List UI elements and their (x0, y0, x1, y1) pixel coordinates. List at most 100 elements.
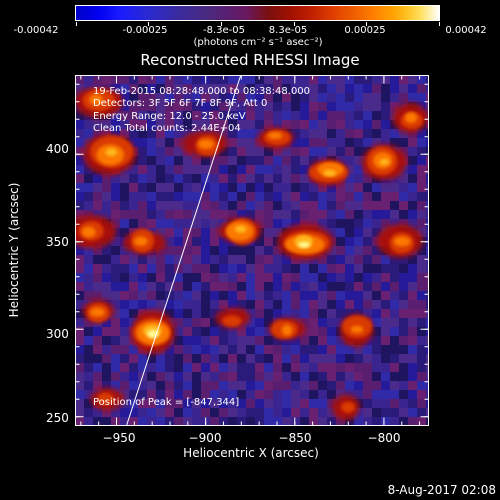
heatmap-cell (273, 147, 282, 156)
heatmap-cell (156, 75, 165, 84)
heatmap-cell (111, 408, 120, 417)
heatmap-cell (183, 345, 192, 354)
colorbar-tick (439, 22, 440, 26)
heatmap-cell (417, 390, 426, 399)
heatmap-cell (345, 183, 354, 192)
heatmap-cell (165, 363, 174, 372)
heatmap-cell (417, 201, 426, 210)
heatmap-cell (228, 327, 237, 336)
heatmap-cell (201, 390, 210, 399)
heatmap-cell (138, 363, 147, 372)
heatmap-cell (147, 210, 156, 219)
heatmap-cell (183, 363, 192, 372)
heatmap-cell (417, 174, 426, 183)
heatmap-cell (111, 300, 120, 309)
heatmap-cell (336, 93, 345, 102)
heatmap-cell (246, 165, 255, 174)
heatmap-cell (174, 363, 183, 372)
heatmap-cell (129, 138, 138, 147)
heatmap-cell (282, 381, 291, 390)
heatmap-cell (138, 381, 147, 390)
heatmap-cell (228, 147, 237, 156)
heatmap-cell (120, 264, 129, 273)
heatmap-cell (138, 93, 147, 102)
heatmap-cell (372, 336, 381, 345)
heatmap-cell (381, 102, 390, 111)
heatmap-cell (282, 93, 291, 102)
heatmap-cell (354, 219, 363, 228)
heatmap-cell (237, 282, 246, 291)
heatmap-cell (363, 255, 372, 264)
heatmap-cell (228, 291, 237, 300)
heatmap-cell (408, 93, 417, 102)
heatmap-cell (228, 381, 237, 390)
heatmap-cell (255, 201, 264, 210)
heatmap-cell (93, 354, 102, 363)
heatmap-cell (183, 282, 192, 291)
heatmap-cell (363, 84, 372, 93)
colorbar-tick (221, 22, 222, 26)
heatmap-cell (372, 246, 381, 255)
heatmap-cell (273, 183, 282, 192)
heatmap-cell (399, 390, 408, 399)
heatmap-cell (165, 111, 174, 120)
heatmap-cell (327, 183, 336, 192)
colorbar (75, 5, 440, 21)
heatmap-cell (372, 192, 381, 201)
heatmap-cell (318, 327, 327, 336)
heatmap-cell (255, 417, 264, 425)
heatmap-cell (345, 210, 354, 219)
heatmap-cell (201, 264, 210, 273)
heatmap-cell (201, 156, 210, 165)
heatmap-cell (129, 201, 138, 210)
heatmap-cell (102, 183, 111, 192)
heatmap-cell (237, 174, 246, 183)
heatmap-cell (408, 84, 417, 93)
heatmap-cell (273, 363, 282, 372)
heatmap-cell (228, 165, 237, 174)
heatmap-cell (102, 174, 111, 183)
heatmap-cell (120, 381, 129, 390)
heatmap-cell (372, 219, 381, 228)
heatmap-cell (354, 381, 363, 390)
heatmap-cell (255, 219, 264, 228)
heatmap-cell (255, 390, 264, 399)
colorbar-tick (148, 22, 149, 26)
heatmap-cell (219, 354, 228, 363)
heatmap-cell (291, 210, 300, 219)
heatmap-cell (129, 363, 138, 372)
heatmap-cell (354, 156, 363, 165)
heatmap-cell (165, 228, 174, 237)
heatmap-cell (228, 75, 237, 84)
heatmap-cell (192, 381, 201, 390)
heatmap-cell (201, 354, 210, 363)
heatmap-cell (183, 120, 192, 129)
heatmap-cell (300, 111, 309, 120)
heatmap-cell (174, 192, 183, 201)
heatmap-cell (93, 120, 102, 129)
heatmap-cell (399, 417, 408, 425)
heatmap-cell (237, 183, 246, 192)
heatmap-cell (336, 390, 345, 399)
heatmap-cell (120, 183, 129, 192)
heatmap-cell (408, 129, 417, 138)
heatmap-cell (147, 201, 156, 210)
heatmap-cell (156, 138, 165, 147)
heatmap-cell (156, 354, 165, 363)
heatmap-cell (426, 75, 428, 84)
heatmap-cell (93, 327, 102, 336)
heatmap-cell (426, 228, 428, 237)
heatmap-cell (291, 408, 300, 417)
heatmap-cell (417, 273, 426, 282)
heatmap-cell (345, 354, 354, 363)
heatmap-cell (84, 264, 93, 273)
heatmap-cell (417, 75, 426, 84)
heatmap-cell (381, 408, 390, 417)
heatmap-cell (309, 318, 318, 327)
heatmap-cell (390, 372, 399, 381)
heatmap-cell (264, 192, 273, 201)
heatmap-cell (273, 399, 282, 408)
heatmap-cell (210, 75, 219, 84)
heatmap-cell (345, 201, 354, 210)
heatmap-cell (93, 363, 102, 372)
